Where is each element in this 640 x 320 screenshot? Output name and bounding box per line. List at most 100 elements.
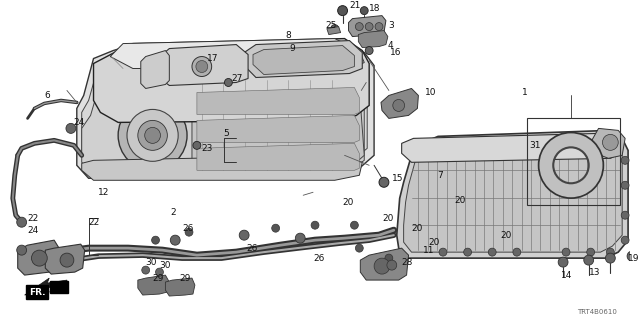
Circle shape bbox=[605, 253, 615, 263]
Text: 26: 26 bbox=[313, 254, 324, 263]
Circle shape bbox=[385, 254, 393, 262]
Text: 22: 22 bbox=[88, 218, 100, 227]
Circle shape bbox=[374, 258, 390, 274]
Circle shape bbox=[355, 23, 364, 31]
Circle shape bbox=[138, 120, 167, 150]
Text: 18: 18 bbox=[369, 4, 381, 13]
Text: 17: 17 bbox=[207, 54, 218, 63]
Circle shape bbox=[338, 6, 348, 16]
Polygon shape bbox=[157, 44, 248, 85]
Text: 7: 7 bbox=[437, 171, 443, 180]
Polygon shape bbox=[402, 133, 622, 162]
Circle shape bbox=[196, 60, 208, 73]
Text: 26: 26 bbox=[182, 224, 193, 233]
Polygon shape bbox=[82, 49, 367, 167]
Circle shape bbox=[225, 78, 232, 86]
Circle shape bbox=[584, 255, 594, 265]
Polygon shape bbox=[358, 31, 388, 48]
Polygon shape bbox=[45, 244, 84, 274]
Polygon shape bbox=[24, 278, 67, 295]
Polygon shape bbox=[141, 51, 170, 88]
Polygon shape bbox=[349, 16, 386, 36]
Polygon shape bbox=[18, 240, 59, 275]
Wedge shape bbox=[540, 133, 602, 197]
Polygon shape bbox=[77, 41, 374, 178]
Circle shape bbox=[66, 124, 76, 133]
Text: 20: 20 bbox=[500, 231, 511, 240]
Circle shape bbox=[192, 57, 212, 76]
Circle shape bbox=[60, 253, 74, 267]
Polygon shape bbox=[82, 76, 364, 175]
Circle shape bbox=[627, 251, 637, 261]
Circle shape bbox=[439, 248, 447, 256]
Text: 20: 20 bbox=[342, 198, 354, 207]
Text: 9: 9 bbox=[289, 44, 295, 53]
Text: 19: 19 bbox=[628, 254, 639, 263]
Text: 6: 6 bbox=[44, 91, 50, 100]
Text: 26: 26 bbox=[246, 244, 257, 253]
Circle shape bbox=[31, 250, 47, 266]
Text: 25: 25 bbox=[325, 21, 336, 30]
Circle shape bbox=[463, 248, 472, 256]
Circle shape bbox=[621, 236, 629, 244]
Text: FR.: FR. bbox=[29, 288, 45, 297]
Text: 13: 13 bbox=[589, 268, 600, 276]
Circle shape bbox=[375, 23, 383, 31]
Text: 29: 29 bbox=[179, 274, 191, 283]
Circle shape bbox=[272, 224, 280, 232]
Circle shape bbox=[393, 100, 404, 111]
Text: TRT4B0610: TRT4B0610 bbox=[577, 309, 617, 315]
Polygon shape bbox=[244, 41, 362, 77]
Text: 2: 2 bbox=[170, 208, 176, 217]
Text: 29: 29 bbox=[152, 274, 164, 283]
Circle shape bbox=[360, 7, 368, 15]
Text: 1: 1 bbox=[522, 88, 527, 97]
Text: 21: 21 bbox=[349, 1, 361, 10]
Circle shape bbox=[170, 235, 180, 245]
Polygon shape bbox=[93, 39, 369, 123]
Polygon shape bbox=[138, 275, 170, 295]
Circle shape bbox=[351, 221, 358, 229]
Circle shape bbox=[607, 248, 614, 256]
Text: 16: 16 bbox=[390, 48, 401, 57]
Text: 22: 22 bbox=[28, 214, 39, 223]
Text: 12: 12 bbox=[99, 188, 110, 197]
Circle shape bbox=[127, 109, 178, 161]
Circle shape bbox=[562, 248, 570, 256]
Text: 30: 30 bbox=[146, 258, 157, 267]
Text: 4: 4 bbox=[388, 41, 394, 50]
Polygon shape bbox=[253, 45, 355, 75]
Circle shape bbox=[365, 46, 373, 54]
Circle shape bbox=[239, 230, 249, 240]
Circle shape bbox=[156, 268, 163, 276]
Circle shape bbox=[488, 248, 496, 256]
Polygon shape bbox=[165, 278, 195, 296]
Circle shape bbox=[513, 248, 521, 256]
Polygon shape bbox=[110, 39, 364, 68]
Circle shape bbox=[331, 25, 339, 33]
Circle shape bbox=[621, 156, 629, 164]
Text: 14: 14 bbox=[561, 271, 573, 280]
Circle shape bbox=[145, 127, 161, 143]
Circle shape bbox=[311, 221, 319, 229]
Text: 20: 20 bbox=[428, 238, 440, 247]
Polygon shape bbox=[82, 155, 362, 180]
Polygon shape bbox=[327, 27, 340, 35]
Polygon shape bbox=[197, 143, 359, 170]
Circle shape bbox=[621, 181, 629, 189]
Text: 31: 31 bbox=[530, 141, 541, 150]
Circle shape bbox=[602, 134, 618, 150]
Text: 24: 24 bbox=[74, 118, 85, 127]
Circle shape bbox=[558, 257, 568, 267]
Circle shape bbox=[17, 217, 27, 227]
Circle shape bbox=[17, 245, 27, 255]
Circle shape bbox=[387, 260, 397, 270]
Text: 15: 15 bbox=[392, 174, 403, 183]
Text: 28: 28 bbox=[402, 258, 413, 267]
Text: 24: 24 bbox=[28, 226, 39, 235]
Polygon shape bbox=[404, 137, 622, 252]
Text: 20: 20 bbox=[382, 214, 394, 223]
Circle shape bbox=[118, 100, 187, 170]
Polygon shape bbox=[591, 128, 625, 158]
Circle shape bbox=[295, 233, 305, 243]
